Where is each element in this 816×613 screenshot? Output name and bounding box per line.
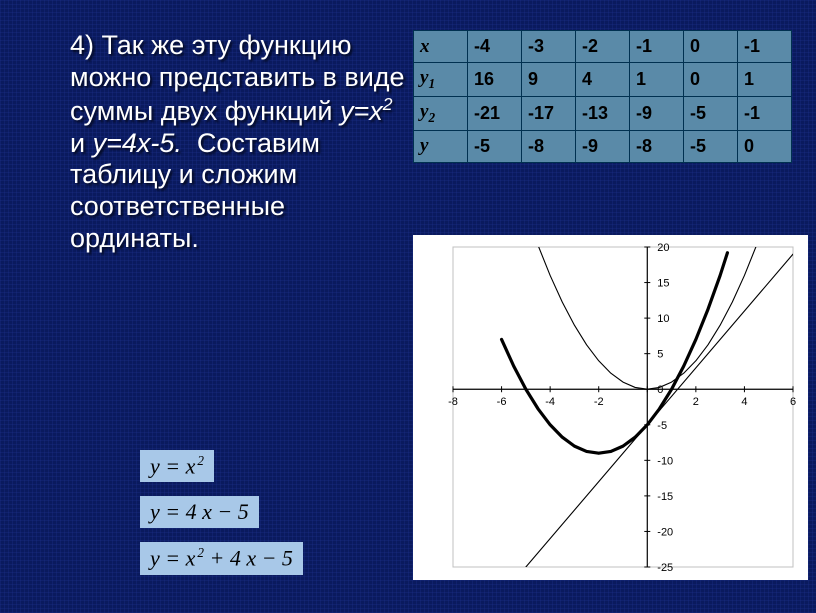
table-cell: 9 xyxy=(522,63,576,97)
text-prefix: 4) xyxy=(70,30,102,60)
table-cell: 4 xyxy=(576,63,630,97)
table-cell: 0 xyxy=(684,31,738,63)
table-cell: -8 xyxy=(630,130,684,162)
table-row-header: y xyxy=(414,130,468,162)
table-cell: -17 xyxy=(522,96,576,130)
svg-text:-20: -20 xyxy=(657,526,673,538)
text-f1: y=x2 xyxy=(340,96,393,126)
function-chart: -8-6-4-2246-25-20-15-10-505101520 xyxy=(413,235,808,580)
formula-1: y = 4 x − 5 xyxy=(140,496,259,528)
text-and: и xyxy=(70,128,93,158)
slide-body-text: 4) Так же эту функцию можно представить … xyxy=(70,30,410,255)
formula-list: y = x2 y = 4 x − 5 y = x2 + 4 x − 5 xyxy=(140,450,303,589)
table-cell: -3 xyxy=(522,31,576,63)
table-cell: -1 xyxy=(738,31,792,63)
svg-text:-4: -4 xyxy=(545,396,555,408)
table-row-header: y2 xyxy=(414,96,468,130)
table-cell: 16 xyxy=(468,63,522,97)
formula-2: y = x2 + 4 x − 5 xyxy=(140,542,303,574)
svg-text:-25: -25 xyxy=(657,562,673,574)
svg-text:-2: -2 xyxy=(594,396,604,408)
table-cell: -5 xyxy=(684,96,738,130)
table-cell: -9 xyxy=(576,130,630,162)
svg-text:15: 15 xyxy=(657,278,669,290)
svg-text:5: 5 xyxy=(657,349,663,361)
svg-text:20: 20 xyxy=(657,242,669,254)
table-cell: -1 xyxy=(738,96,792,130)
table-cell: 1 xyxy=(630,63,684,97)
svg-text:10: 10 xyxy=(657,313,669,325)
table-cell: -21 xyxy=(468,96,522,130)
table-row-header: x xyxy=(414,31,468,63)
svg-text:4: 4 xyxy=(741,396,747,408)
text-f2: y=4x-5. xyxy=(93,128,182,158)
svg-text:-6: -6 xyxy=(497,396,507,408)
svg-text:-8: -8 xyxy=(448,396,458,408)
table-cell: -8 xyxy=(522,130,576,162)
table-cell: 0 xyxy=(684,63,738,97)
table-cell: -9 xyxy=(630,96,684,130)
table-cell: -1 xyxy=(630,31,684,63)
table-cell: -13 xyxy=(576,96,630,130)
table-cell: -4 xyxy=(468,31,522,63)
table-cell: 1 xyxy=(738,63,792,97)
table-row-header: y1 xyxy=(414,63,468,97)
table-cell: -2 xyxy=(576,31,630,63)
chart-container: -8-6-4-2246-25-20-15-10-505101520 xyxy=(413,235,808,580)
values-table: x-4-3-2-10-1y11694101y2-21-17-13-9-5-1y-… xyxy=(413,30,792,163)
svg-text:2: 2 xyxy=(693,396,699,408)
svg-text:-10: -10 xyxy=(657,455,673,467)
svg-text:-15: -15 xyxy=(657,491,673,503)
svg-text:6: 6 xyxy=(790,396,796,408)
table-cell: -5 xyxy=(684,130,738,162)
table-cell: 0 xyxy=(738,130,792,162)
table-cell: -5 xyxy=(468,130,522,162)
formula-0: y = x2 xyxy=(140,450,214,482)
svg-text:-5: -5 xyxy=(657,420,667,432)
